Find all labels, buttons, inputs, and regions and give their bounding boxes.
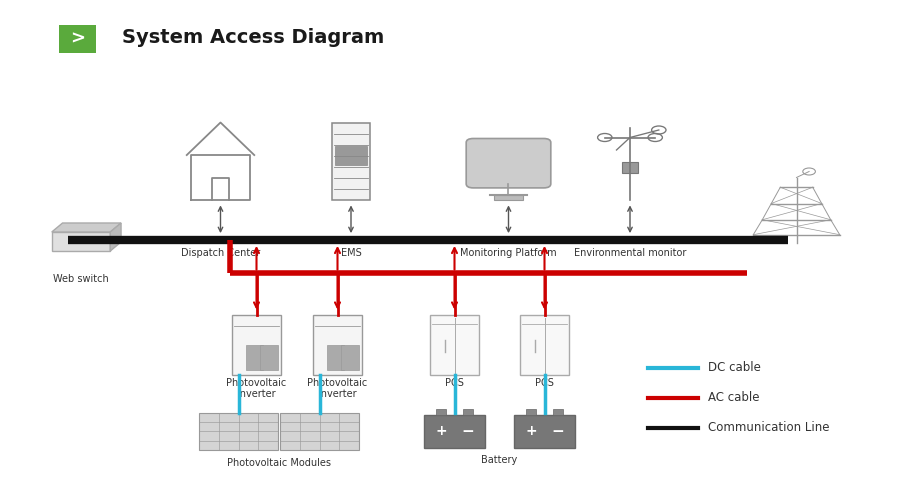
Text: EMS: EMS xyxy=(340,248,362,258)
Bar xyxy=(341,345,359,370)
Bar xyxy=(327,345,344,370)
Polygon shape xyxy=(51,223,121,232)
FancyBboxPatch shape xyxy=(280,412,359,450)
FancyBboxPatch shape xyxy=(332,122,370,200)
Bar xyxy=(246,345,263,370)
Text: Dispatch Center: Dispatch Center xyxy=(181,248,260,258)
Bar xyxy=(260,345,278,370)
Text: System Access Diagram: System Access Diagram xyxy=(122,28,383,47)
FancyBboxPatch shape xyxy=(58,25,96,52)
Text: DC cable: DC cable xyxy=(708,361,761,374)
Text: >: > xyxy=(70,30,85,48)
Text: Photovoltaic
inverter: Photovoltaic inverter xyxy=(227,378,286,399)
Text: Photovoltaic Modules: Photovoltaic Modules xyxy=(227,458,331,468)
FancyBboxPatch shape xyxy=(51,232,110,251)
FancyBboxPatch shape xyxy=(430,315,479,375)
Text: Monitoring Platform: Monitoring Platform xyxy=(460,248,557,258)
FancyBboxPatch shape xyxy=(231,315,281,375)
Text: −: − xyxy=(552,424,564,439)
Bar xyxy=(436,409,446,415)
Text: Communication Line: Communication Line xyxy=(708,421,830,434)
Text: Web switch: Web switch xyxy=(53,274,109,284)
FancyBboxPatch shape xyxy=(520,315,569,375)
FancyBboxPatch shape xyxy=(466,138,551,188)
Text: AC cable: AC cable xyxy=(708,391,760,404)
FancyBboxPatch shape xyxy=(514,415,575,448)
Polygon shape xyxy=(110,223,121,251)
Text: Photovoltaic
inverter: Photovoltaic inverter xyxy=(308,378,367,399)
Text: Environmental monitor: Environmental monitor xyxy=(574,248,686,258)
Text: Battery: Battery xyxy=(482,455,517,465)
FancyBboxPatch shape xyxy=(494,195,523,200)
Bar xyxy=(553,409,563,415)
Text: +: + xyxy=(436,424,446,438)
FancyBboxPatch shape xyxy=(199,412,278,450)
Bar xyxy=(335,146,367,165)
Text: +: + xyxy=(526,424,536,438)
FancyBboxPatch shape xyxy=(424,415,485,448)
Bar xyxy=(622,162,638,172)
FancyBboxPatch shape xyxy=(313,315,362,375)
Bar xyxy=(526,409,536,415)
Text: −: − xyxy=(462,424,474,439)
Bar xyxy=(463,409,473,415)
Text: PCS: PCS xyxy=(536,378,554,388)
Text: PCS: PCS xyxy=(446,378,464,388)
